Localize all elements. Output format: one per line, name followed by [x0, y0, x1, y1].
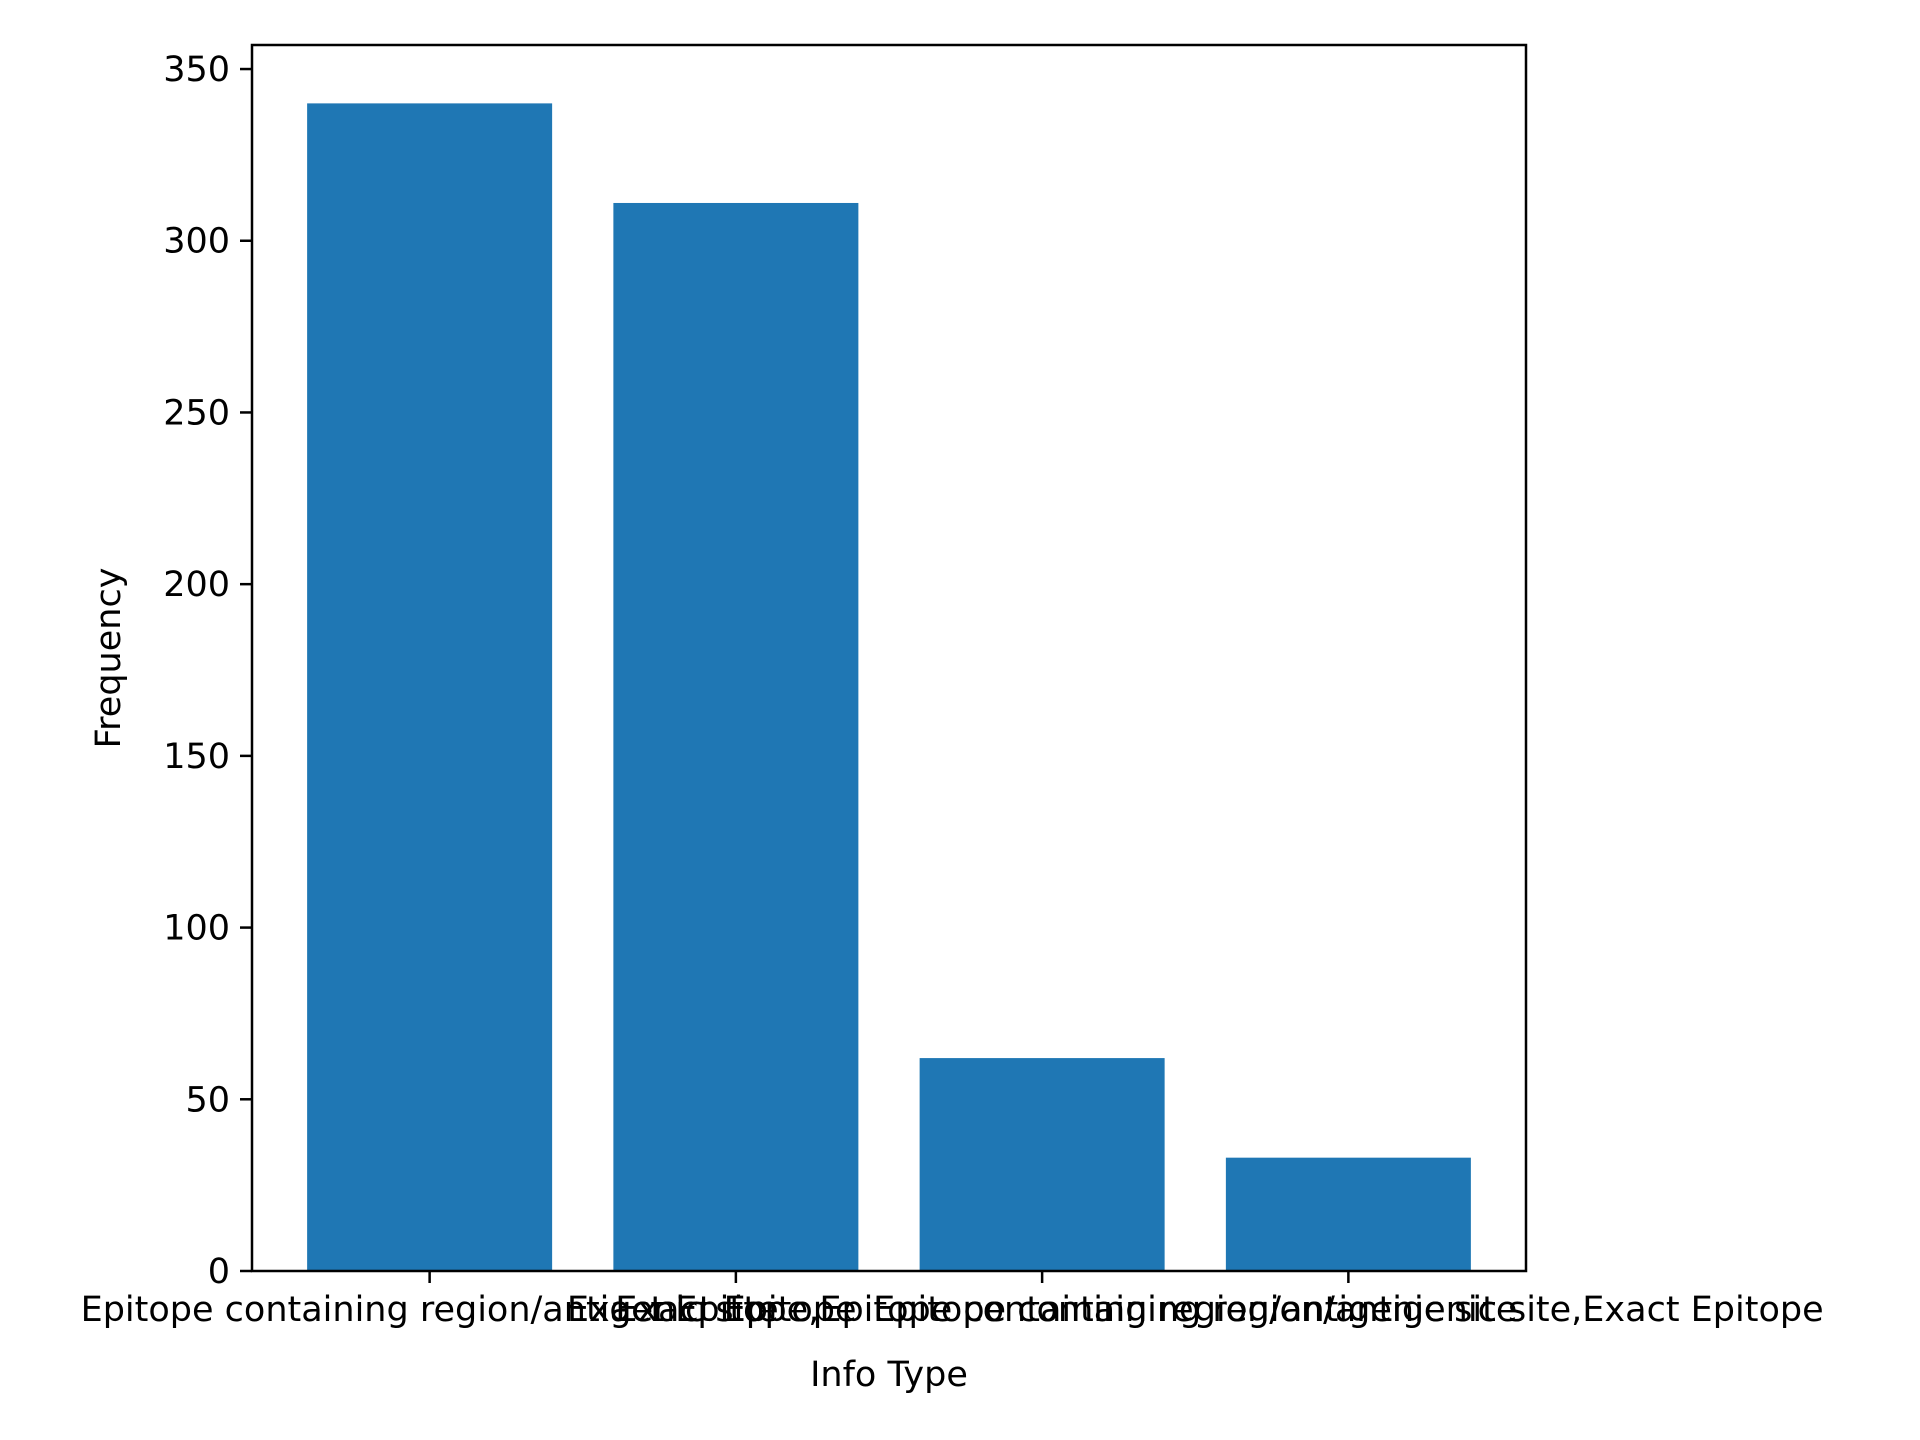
x-axis-title: Info Type — [810, 1355, 968, 1395]
x-axis: Epitope containing region/antigenic site… — [81, 1271, 1824, 1330]
bar-2 — [613, 202, 859, 1272]
x-tick-label: Exact Epitope — [615, 1290, 856, 1330]
y-tick-label: 0 — [208, 1252, 230, 1292]
bar-1 — [307, 103, 553, 1271]
x-tick-label: Epitope containing region/antigenic site — [81, 1290, 779, 1330]
y-axis: 0 50 100 150 200 250 300 350 — [163, 50, 252, 1292]
y-tick-label: 150 — [163, 737, 230, 777]
y-tick-label: 200 — [163, 565, 230, 605]
y-tick-label: 100 — [163, 909, 230, 949]
plot-frame — [250, 43, 1528, 1273]
y-tick-label: 350 — [163, 50, 230, 90]
y-axis-title: Frequency — [89, 568, 129, 749]
x-tick-label: Exact Epitope,Epitope containing region/… — [567, 1290, 1517, 1330]
bar-3 — [919, 1058, 1165, 1271]
x-tick-label: Epitope containing region/antigenic site… — [873, 1290, 1823, 1330]
y-tick-label: 250 — [163, 393, 230, 433]
bar-4 — [1225, 1157, 1471, 1271]
y-tick-label: 50 — [185, 1080, 230, 1120]
y-tick-label: 300 — [163, 222, 230, 262]
bars-group — [307, 103, 1471, 1272]
